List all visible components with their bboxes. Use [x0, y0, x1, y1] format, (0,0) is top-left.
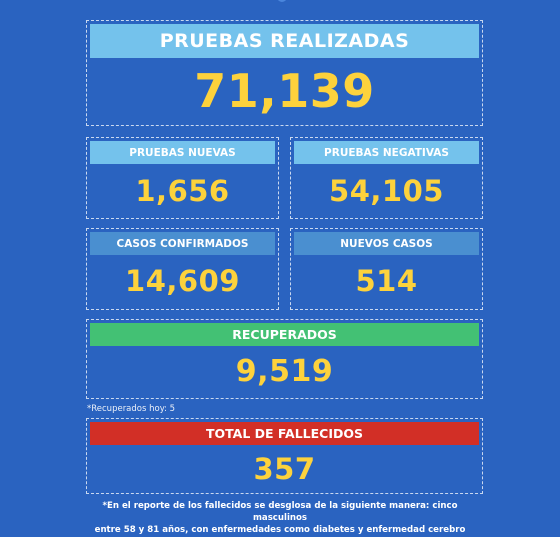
pruebas-realizadas-header: PRUEBAS REALIZADAS: [90, 24, 479, 58]
pruebas-negativas-frame: [290, 137, 483, 219]
casos-confirmados-value: 14,609: [125, 264, 240, 298]
pruebas-negativas-value: 54,105: [329, 174, 444, 208]
nuevos-casos-value: 514: [355, 264, 418, 298]
pruebas-negativas-header: PRUEBAS NEGATIVAS: [294, 141, 479, 164]
pruebas-nuevas-value: 1,656: [135, 174, 230, 208]
nuevos-casos-frame: [290, 228, 483, 310]
recuperados-note: *Recuperados hoy: 5: [87, 404, 176, 414]
recuperados-value: 9,519: [235, 354, 334, 389]
fallecidos-header: TOTAL DE FALLECIDOS: [90, 422, 479, 445]
fallecidos-frame: [86, 418, 483, 494]
recuperados-frame: [86, 319, 483, 399]
nuevos-casos-header: NUEVOS CASOS: [294, 232, 479, 255]
fallecidos-footnote: *En el reporte de los fallecidos se desg…: [78, 500, 482, 537]
casos-confirmados-frame: [86, 228, 279, 310]
pruebas-nuevas-header: PRUEBAS NUEVAS: [90, 141, 275, 164]
pruebas-nuevas-frame: [86, 137, 279, 219]
top-tab-marker: [277, 0, 287, 2]
pruebas-realizadas-frame: [86, 20, 483, 126]
pruebas-realizadas-value: 71,139: [194, 64, 375, 118]
footnote-line-2: entre 58 y 81 años, con enfermedades com…: [94, 525, 466, 535]
footnote-line-1: *En el reporte de los fallecidos se desg…: [102, 501, 458, 523]
fallecidos-value: 357: [253, 451, 316, 486]
recuperados-header: RECUPERADOS: [90, 323, 479, 346]
casos-confirmados-header: CASOS CONFIRMADOS: [90, 232, 275, 255]
